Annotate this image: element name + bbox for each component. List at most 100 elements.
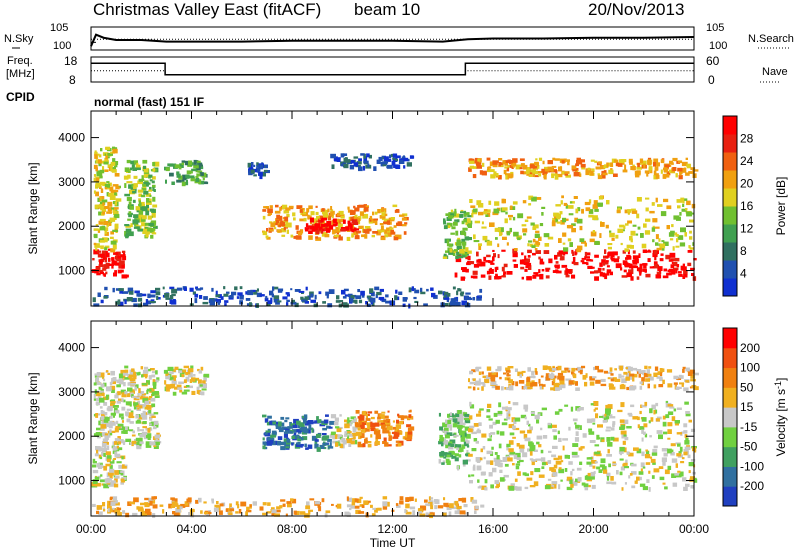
power-cell [584,251,588,257]
velocity-cell [94,482,101,487]
velocity-cell [96,372,101,377]
power-cell [286,302,289,306]
power-cell [171,288,178,294]
power-cell [663,268,668,272]
power-cell [112,158,116,163]
velocity-cell [625,367,630,370]
power-cell [152,162,156,165]
velocity-cell [673,382,678,385]
power-cell [457,288,462,292]
power-cell [171,181,175,185]
velocity-cell [623,432,627,437]
velocity-cell [274,513,280,517]
power-cell [351,226,355,230]
power-cell [454,208,457,214]
power-cell [537,242,541,246]
velocity-cell [683,449,688,452]
velocity-cell [121,477,127,480]
power-cell [461,220,465,225]
power-cell [501,266,505,272]
velocity-cell [464,415,470,420]
velocity-cell [461,432,467,438]
velocity-cell [237,504,240,509]
power-cell [467,223,472,228]
power-cell [366,153,370,158]
velocity-cell [653,468,660,473]
power-cell [105,262,110,265]
velocity-ytick-label: 3000 [58,385,85,399]
power-cell [524,268,528,272]
velocity-cell [561,370,567,373]
velocity-cell [116,400,121,404]
velocity-cell [636,448,642,454]
power-cell [237,292,243,296]
velocity-cell [644,433,648,438]
power-cell [350,216,354,221]
power-cell [347,220,351,225]
velocity-cell [666,369,673,373]
power-cell [199,295,203,299]
velocity-cell [687,372,693,376]
power-cell [198,179,202,185]
velocity-cell [382,505,388,510]
velocity-cell [356,498,362,504]
power-cell [131,297,137,303]
velocity-cell [100,410,104,414]
power-cell [632,164,635,168]
velocity-cell [524,416,527,420]
power-cell [103,221,109,226]
velocity-cell [125,438,132,442]
power-cell [251,162,254,166]
velocity-cell [665,414,670,419]
power-cell [153,189,156,192]
velocity-cell [542,435,548,439]
velocity-cell [652,448,658,453]
velocity-cell [108,472,114,476]
velocity-cell [645,449,648,452]
velocity-cell [684,446,691,450]
velocity-cell [577,477,582,482]
velocity-cell [100,383,105,388]
velocity-cell [145,443,152,448]
velocity-cell [495,419,500,424]
velocity-cell [507,378,510,381]
power-cell [589,238,595,243]
velocity-cell [662,461,666,466]
velocity-cell [530,383,533,387]
power-cell [674,257,680,262]
velocity-cell [374,429,381,435]
velocity-cell [619,458,624,461]
power-cell [356,235,359,238]
velocity-cell [631,367,638,371]
velocity-cell [558,385,562,390]
velocity-cell [102,502,106,507]
power-cell [95,177,99,182]
power-cell [548,258,553,264]
power-cell [562,232,567,237]
velocity-cell [114,470,119,475]
power-cell [358,216,362,220]
velocity-cell [407,431,413,435]
velocity-cell [482,382,485,386]
velocity-cell [171,498,178,504]
power-cell [606,200,610,205]
velocity-cell [146,433,152,439]
power-cell [170,163,177,166]
velocity-cell [477,486,481,489]
velocity-cell [196,386,200,391]
velocity-cell [485,376,491,380]
velocity-cell [150,421,154,426]
power-cell [580,163,586,168]
power-cell [105,155,108,160]
power-cell [488,166,492,169]
power-cell [98,269,104,273]
power-cell [453,221,458,226]
power-cell [379,288,384,292]
velocity-cell [116,447,123,451]
power-cell [477,159,480,162]
power-cell [610,162,614,167]
velocity-cell [349,507,352,511]
power-cell [143,169,149,173]
power-cell [571,261,576,264]
power-cell [367,163,370,168]
